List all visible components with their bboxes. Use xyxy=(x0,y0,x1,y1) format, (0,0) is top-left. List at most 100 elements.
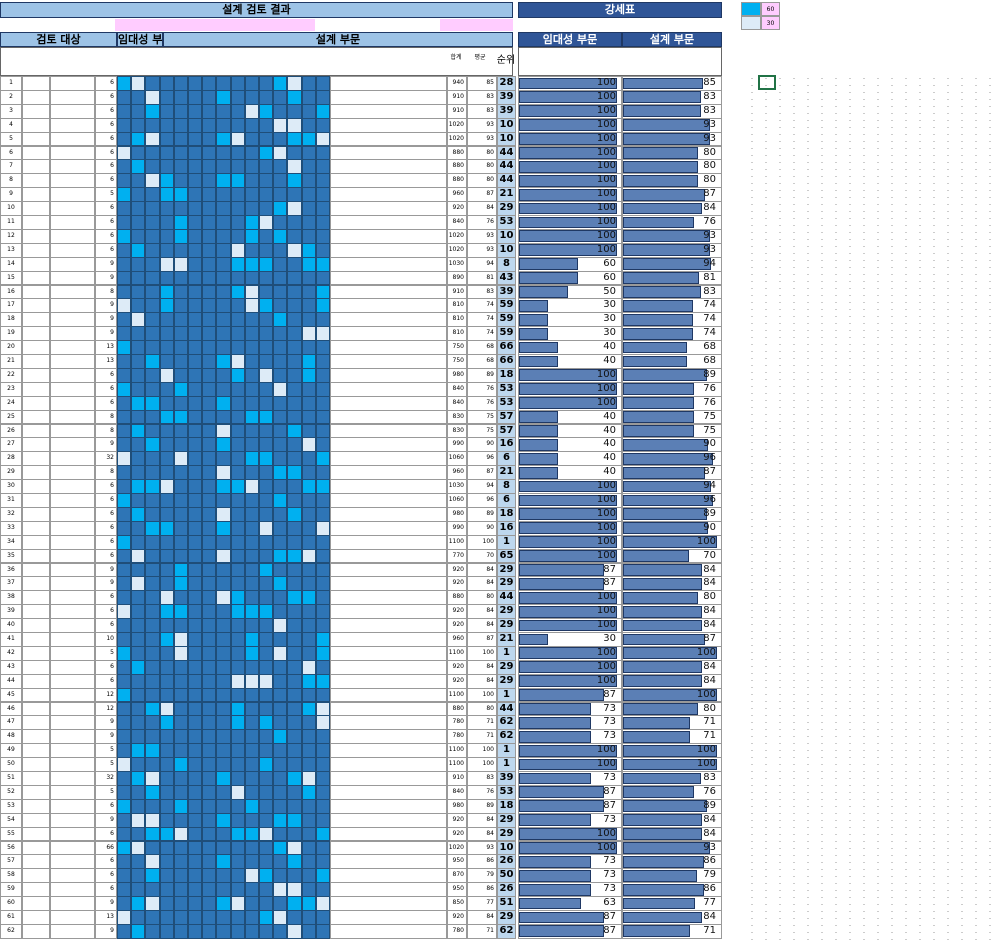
check-cell xyxy=(117,910,132,925)
check-cell xyxy=(244,103,259,119)
blank xyxy=(50,270,95,286)
check-cell xyxy=(244,451,259,467)
check-cell xyxy=(301,201,316,216)
check-cell xyxy=(145,590,160,606)
description xyxy=(330,367,447,383)
check-cell xyxy=(188,923,203,939)
check-cell xyxy=(244,590,259,606)
check-cell xyxy=(301,701,316,717)
check-cell xyxy=(230,465,245,481)
bar-value: 81 xyxy=(703,271,716,283)
bar xyxy=(623,536,717,549)
check-cell xyxy=(230,340,245,355)
check-cell xyxy=(259,187,274,203)
check-cell xyxy=(173,423,188,439)
average: 84 xyxy=(467,673,497,689)
check-cell xyxy=(301,228,316,244)
check-cell xyxy=(131,687,146,703)
bar-value: 87 xyxy=(703,633,716,644)
check-cell xyxy=(230,284,245,300)
check-cell xyxy=(287,784,302,800)
check-cell xyxy=(315,854,330,870)
check-cell xyxy=(230,187,245,203)
bar-value: 100 xyxy=(596,605,616,617)
description xyxy=(330,298,447,314)
total: 920 xyxy=(447,201,467,216)
check-cell xyxy=(230,645,245,661)
bar xyxy=(623,411,694,423)
bar xyxy=(519,91,617,104)
check-cell xyxy=(131,493,146,508)
check-cell xyxy=(287,451,302,467)
count: 6 xyxy=(95,89,117,105)
check-cell xyxy=(131,409,146,425)
check-cell xyxy=(188,826,203,842)
bar-value: 100 xyxy=(596,744,616,756)
check-cell xyxy=(131,298,146,314)
bar xyxy=(519,244,617,257)
bar xyxy=(623,286,702,298)
check-cell xyxy=(230,604,245,620)
legend-swatch xyxy=(741,2,761,16)
blank xyxy=(22,103,50,119)
check-cell xyxy=(216,103,231,119)
bar xyxy=(623,230,711,243)
total: 770 xyxy=(447,548,467,564)
check-cell xyxy=(173,910,188,925)
check-cell xyxy=(117,506,132,522)
bar-value: 74 xyxy=(703,327,716,339)
check-cell xyxy=(315,354,330,369)
blank xyxy=(22,548,50,564)
check-cell xyxy=(173,215,188,230)
check-cell xyxy=(188,187,203,203)
check-cell xyxy=(315,284,330,300)
description xyxy=(330,381,447,397)
bar-value: 73 xyxy=(603,869,616,881)
check-cell xyxy=(287,896,302,911)
check-cell xyxy=(131,659,146,675)
check-cell xyxy=(188,354,203,369)
blank xyxy=(22,826,50,842)
average: 90 xyxy=(467,520,497,536)
average: 94 xyxy=(467,479,497,494)
check-cell xyxy=(117,520,132,536)
check-cell xyxy=(202,645,217,661)
check-cell xyxy=(202,201,217,216)
selected-cell[interactable] xyxy=(758,75,776,90)
check-cell xyxy=(202,896,217,911)
check-cell xyxy=(145,423,160,439)
check-cell xyxy=(145,868,160,884)
check-cell xyxy=(244,493,259,508)
check-cell xyxy=(287,493,302,508)
check-cell xyxy=(188,576,203,592)
average: 93 xyxy=(467,242,497,258)
blank xyxy=(22,76,50,91)
check-cell xyxy=(131,604,146,620)
count: 32 xyxy=(95,771,117,786)
blank xyxy=(50,590,95,606)
check-cell xyxy=(301,604,316,620)
bar-value: 100 xyxy=(596,202,616,214)
total: 840 xyxy=(447,215,467,230)
average: 71 xyxy=(467,923,497,939)
legend-strip xyxy=(440,19,513,31)
blank xyxy=(50,715,95,731)
average: 77 xyxy=(467,896,497,911)
bar xyxy=(519,897,581,910)
bar xyxy=(623,244,711,257)
check-cell xyxy=(315,618,330,633)
check-cell xyxy=(301,659,316,675)
check-cell xyxy=(131,632,146,647)
check-cell xyxy=(230,798,245,814)
count: 12 xyxy=(95,701,117,717)
check-cell xyxy=(244,715,259,731)
check-cell xyxy=(145,340,160,355)
check-cell xyxy=(287,520,302,536)
check-cell xyxy=(202,562,217,578)
description xyxy=(330,437,447,453)
check-cell xyxy=(244,701,259,717)
check-cell xyxy=(259,270,274,286)
check-cell xyxy=(216,882,231,898)
blank xyxy=(50,534,95,550)
check-cell xyxy=(145,659,160,675)
